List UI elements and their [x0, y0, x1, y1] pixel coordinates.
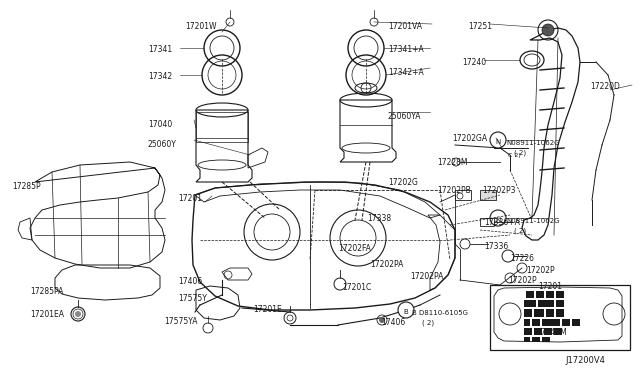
Text: ( 2): ( 2) — [514, 228, 526, 234]
Bar — [556, 300, 564, 307]
Text: 17406: 17406 — [381, 318, 405, 327]
Bar — [196, 112, 248, 142]
Text: 17285PA: 17285PA — [30, 287, 63, 296]
Text: 17040: 17040 — [148, 120, 172, 129]
Bar — [542, 337, 550, 342]
Text: 17202P: 17202P — [508, 276, 536, 285]
Text: 17243M: 17243M — [536, 328, 567, 337]
Bar — [556, 291, 564, 298]
Bar — [532, 319, 540, 326]
Bar — [538, 300, 554, 307]
Bar — [544, 328, 552, 335]
Text: 17201W: 17201W — [185, 22, 216, 31]
Text: 25060Y: 25060Y — [148, 140, 177, 149]
Text: 17201EA: 17201EA — [30, 310, 64, 319]
Bar — [490, 285, 630, 350]
Text: 17240: 17240 — [462, 58, 486, 67]
Bar — [524, 319, 530, 326]
Circle shape — [542, 24, 554, 36]
Bar — [546, 309, 554, 317]
Bar — [526, 291, 534, 298]
Text: 25060YA: 25060YA — [388, 112, 422, 121]
Text: ( 2): ( 2) — [422, 320, 434, 327]
Text: 17202P: 17202P — [526, 266, 555, 275]
Text: 17285P: 17285P — [12, 182, 40, 191]
Text: N08911-1062G: N08911-1062G — [506, 218, 559, 224]
Bar — [534, 328, 542, 335]
Text: 17201: 17201 — [538, 282, 562, 291]
Circle shape — [71, 307, 85, 321]
Text: 17202P3: 17202P3 — [482, 186, 515, 195]
Bar — [572, 319, 580, 326]
Text: 17201: 17201 — [178, 194, 202, 203]
Text: 17220D: 17220D — [590, 82, 620, 91]
Bar — [480, 190, 496, 200]
Text: 17251: 17251 — [468, 22, 492, 31]
Text: 17202G: 17202G — [388, 178, 418, 187]
Text: 17342+A: 17342+A — [388, 68, 424, 77]
Bar — [542, 319, 560, 326]
Bar — [524, 328, 532, 335]
Bar — [534, 309, 544, 317]
Bar — [554, 328, 562, 335]
Text: J17200V4: J17200V4 — [565, 356, 605, 365]
Text: B D8110-6105G: B D8110-6105G — [412, 310, 468, 316]
Text: 17342: 17342 — [148, 72, 172, 81]
Bar — [532, 337, 540, 342]
Text: 17341+A: 17341+A — [388, 45, 424, 54]
Text: 17336: 17336 — [484, 242, 508, 251]
Bar — [562, 319, 570, 326]
Text: 17202PA: 17202PA — [370, 260, 403, 269]
Bar — [524, 300, 536, 307]
Bar — [524, 337, 530, 342]
Text: 17202FA: 17202FA — [338, 244, 371, 253]
Text: 17341: 17341 — [148, 45, 172, 54]
Circle shape — [379, 317, 385, 323]
Bar — [455, 190, 471, 200]
Text: C 2): C 2) — [508, 153, 521, 158]
Circle shape — [490, 132, 506, 148]
Text: N: N — [495, 217, 500, 223]
Circle shape — [75, 311, 81, 317]
Text: 17575YA: 17575YA — [164, 317, 198, 326]
Bar — [536, 291, 544, 298]
Text: 17201VA: 17201VA — [388, 22, 422, 31]
Text: 17202GA: 17202GA — [452, 134, 487, 143]
Text: ( 2): ( 2) — [514, 150, 526, 157]
Text: N: N — [495, 139, 500, 145]
Circle shape — [398, 302, 414, 318]
Bar — [524, 309, 532, 317]
Bar — [480, 218, 494, 226]
Circle shape — [490, 210, 506, 226]
Text: 17202PA: 17202PA — [410, 272, 444, 281]
Text: 17201C: 17201C — [342, 283, 371, 292]
Text: N08911-1062G: N08911-1062G — [506, 140, 559, 146]
Text: 17201E: 17201E — [253, 305, 282, 314]
Bar — [546, 291, 554, 298]
Bar — [556, 309, 564, 317]
Text: 17406: 17406 — [178, 277, 202, 286]
Text: 17226: 17226 — [510, 254, 534, 263]
Text: B: B — [404, 309, 408, 315]
Text: 17336+A: 17336+A — [484, 218, 520, 227]
Text: 17338: 17338 — [367, 214, 391, 223]
Text: 17228M: 17228M — [437, 158, 467, 167]
Text: 17575Y: 17575Y — [178, 294, 207, 303]
Text: 17202PB: 17202PB — [437, 186, 471, 195]
